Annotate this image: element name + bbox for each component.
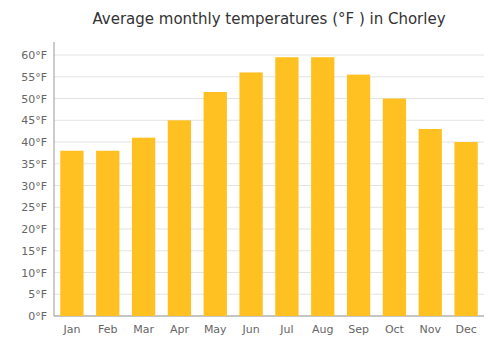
- x-tick-label: Dec: [455, 323, 476, 336]
- y-tick-label: 45°F: [21, 114, 47, 127]
- y-tick-label: 50°F: [21, 93, 47, 106]
- y-tick-label: 40°F: [21, 136, 47, 149]
- bar: [239, 72, 262, 316]
- y-tick-label: 0°F: [28, 310, 47, 323]
- bar: [275, 57, 298, 316]
- bar: [347, 75, 370, 316]
- x-tick-label: Sep: [348, 323, 369, 336]
- x-tick-label: Aug: [312, 323, 333, 336]
- x-tick-label: Jul: [279, 323, 293, 336]
- y-axis-line: [54, 42, 55, 316]
- x-tick-label: Feb: [98, 323, 117, 336]
- y-tick-label: 5°F: [28, 288, 47, 301]
- chart-svg: Average monthly temperatures (°F ) in Ch…: [0, 0, 500, 350]
- y-axis: 0°F 5°F 10°F 15°F 20°F 25°F 30°F 35°F 40°F 45°F 50…: [21, 49, 484, 323]
- bar: [454, 142, 477, 316]
- bar: [96, 151, 119, 316]
- x-tick-label: Oct: [385, 323, 405, 336]
- grid-line: [54, 120, 484, 121]
- y-tick-label: 10°F: [21, 267, 47, 280]
- x-tick-label: May: [204, 323, 227, 336]
- x-tick-label: Mar: [133, 323, 154, 336]
- bar: [60, 151, 83, 316]
- y-tick-label: 60°F: [21, 49, 47, 62]
- y-tick-label: 30°F: [21, 180, 47, 193]
- y-tick-label: 15°F: [21, 245, 47, 258]
- bar: [132, 138, 155, 316]
- bar: [419, 129, 442, 316]
- x-tick-label: Apr: [170, 323, 190, 336]
- grid-line: [54, 55, 484, 56]
- y-tick-label: 55°F: [21, 71, 47, 84]
- bar: [168, 120, 191, 316]
- bar: [204, 92, 227, 316]
- y-tick-label: 20°F: [21, 223, 47, 236]
- x-axis: Jan Feb Mar Apr May Jun Jul Aug Sep Oct Nov Dec: [62, 323, 476, 336]
- y-tick-label: 35°F: [21, 158, 47, 171]
- bar: [311, 57, 334, 316]
- chart-title: Average monthly temperatures (°F ) in Ch…: [92, 10, 445, 28]
- x-tick-label: Jan: [62, 323, 80, 336]
- x-tick-label: Jun: [241, 323, 259, 336]
- grid-line: [54, 76, 484, 77]
- x-tick-label: Nov: [420, 323, 442, 336]
- bars: [60, 57, 477, 316]
- grid-line: [54, 98, 484, 99]
- chart-container: Average monthly temperatures (°F ) in Ch…: [0, 0, 500, 350]
- y-tick-label: 25°F: [21, 201, 47, 214]
- bar: [383, 99, 406, 316]
